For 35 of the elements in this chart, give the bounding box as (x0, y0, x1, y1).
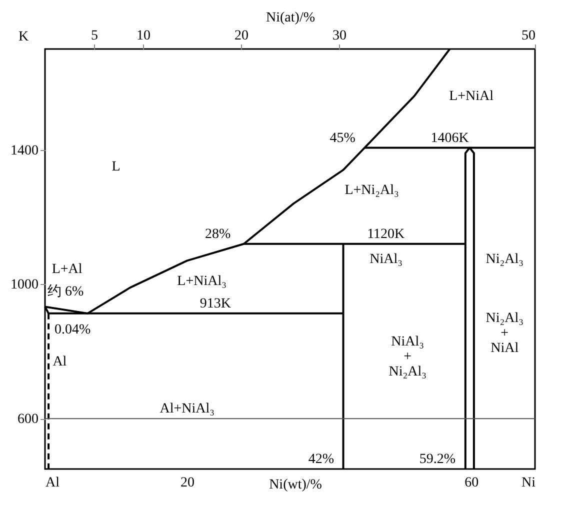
x2-tick-label: 5 (91, 28, 98, 44)
x2-tick-label: 30 (332, 28, 346, 44)
annotation: Ni₂Al₃ (486, 252, 524, 267)
x2-axis-title: Ni(at)/% (266, 10, 316, 26)
annotation: 1406K (430, 130, 469, 146)
y-tick-label: 1400 (10, 143, 38, 158)
y-tick-label: 1000 (10, 278, 38, 293)
annotation: Al+NiAl₃ (160, 402, 215, 417)
annotation: 913K (200, 296, 231, 312)
annotation: 42% (308, 452, 334, 467)
annotation: 28% (205, 226, 232, 242)
annotation: Ni₂Al₃ + NiAl (486, 310, 524, 356)
annotation: 0.04% (54, 322, 91, 338)
annotation: 约 6% (48, 283, 84, 300)
x-tick-label: Ni (522, 476, 536, 490)
annotation: L+Al (52, 262, 82, 278)
x2-tick-label: 10 (136, 28, 150, 44)
annotation: L+NiAl₃ (177, 274, 227, 289)
x-tick-label: Al (46, 476, 60, 490)
x2-tick-label: 50 (522, 28, 536, 44)
annotation: L+Ni₂Al₃ (344, 183, 400, 198)
annotation: 45% (330, 130, 356, 146)
y-tick-label: 600 (18, 412, 38, 428)
x-tick-label: 20 (180, 476, 195, 490)
annotation: NiAl₃ + Ni₂Al₃ (388, 334, 427, 380)
annotation: 1120K (367, 226, 405, 242)
x2-tick-label: 20 (234, 28, 248, 44)
x-axis-title: Ni(wt)/% (269, 478, 322, 492)
annotation: L (112, 160, 120, 175)
annotation: Al (52, 354, 67, 370)
annotation: L+NiAl (449, 89, 494, 104)
annotation: NiAl₃ (370, 252, 403, 267)
y-axis-title: K (18, 30, 29, 44)
annotation: 59.2% (419, 452, 456, 467)
x-tick-label: 60 (464, 476, 479, 490)
